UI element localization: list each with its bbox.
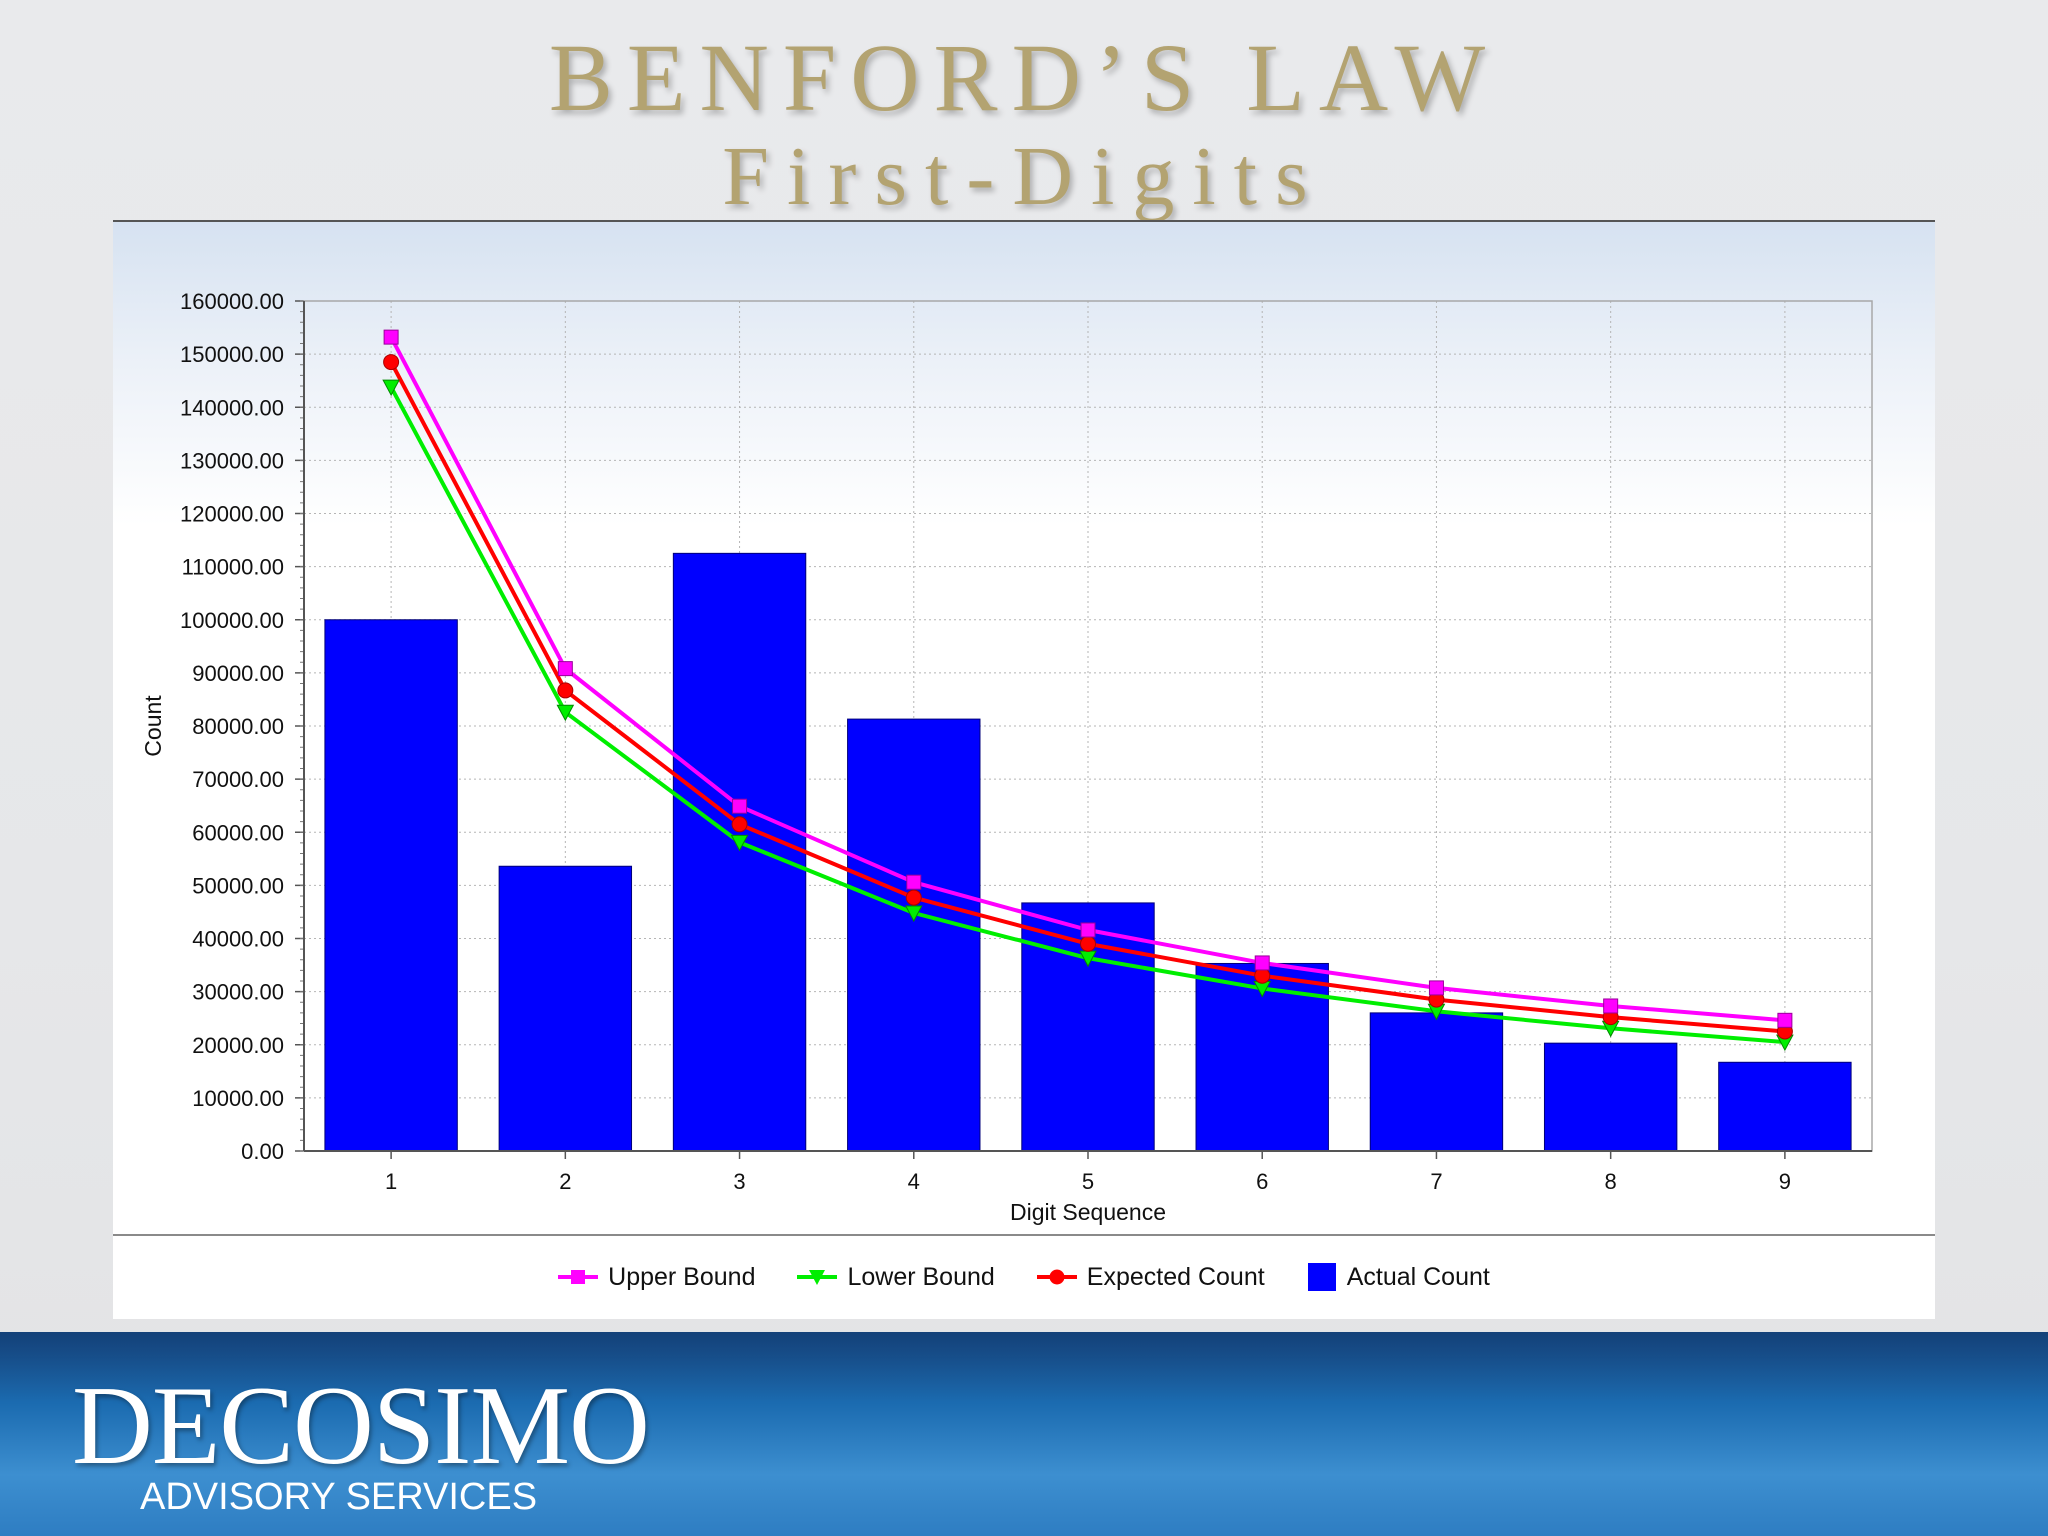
- y-tick-label: 110000.00: [182, 555, 284, 580]
- y-tick-label: 40000.00: [192, 927, 284, 952]
- y-tick-label: 80000.00: [192, 714, 284, 739]
- legend-label: Actual Count: [1346, 1262, 1490, 1291]
- chart-legend: Upper Bound Lower Bound Expected Count Actu…: [113, 1238, 1935, 1316]
- y-tick-label: 100000.00: [180, 608, 284, 633]
- legend-swatch-upper-bound: [558, 1270, 599, 1284]
- chart-panel: 0.00 10000.00 20000.00 30000.00 40000.00 5000…: [113, 220, 1935, 1319]
- y-tick-label: 70000.00: [192, 767, 284, 792]
- upper-bound-marker: [1603, 998, 1619, 1014]
- y-tick-label: 0.00: [241, 1139, 284, 1164]
- upper-bound-marker: [732, 798, 748, 814]
- slide-title: BENFORD’S LAW: [548, 24, 1500, 131]
- lower-bound-marker: [904, 905, 923, 923]
- tick-labels: 0.00 10000.00 20000.00 30000.00 40000.00 5000…: [180, 289, 1791, 1194]
- legend-label: Lower Bound: [847, 1262, 995, 1291]
- legend-item-lower-bound: Lower Bound: [797, 1262, 995, 1292]
- x-tick-label: 8: [1605, 1169, 1617, 1194]
- legend-item-upper-bound: Upper Bound: [558, 1263, 755, 1292]
- y-tick-label: 10000.00: [192, 1086, 284, 1111]
- upper-bound-marker: [1254, 955, 1270, 971]
- y-tick-label: 60000.00: [192, 820, 284, 845]
- lower-bound-marker: [730, 834, 749, 852]
- x-tick-label: 4: [908, 1169, 920, 1194]
- x-tick-label: 2: [559, 1169, 571, 1194]
- lower-bound-marker: [382, 379, 400, 397]
- benford-chart: 0.00 10000.00 20000.00 30000.00 40000.00 5000…: [140, 289, 1873, 1225]
- actual-count-bar: [324, 619, 458, 1152]
- y-tick-label: 120000.00: [180, 502, 284, 527]
- expected-count-marker: [1080, 935, 1096, 952]
- legend-item-expected-count: Expected Count: [1036, 1262, 1265, 1292]
- upper-bound-marker: [1080, 922, 1096, 938]
- y-tick-label: 130000.00: [180, 448, 284, 473]
- y-tick-label: 160000.00: [180, 289, 284, 314]
- legend-swatch-marker: [1049, 1269, 1065, 1285]
- upper-bound-marker: [383, 329, 399, 345]
- actual-count-bar: [1718, 1061, 1852, 1152]
- legend-swatch-box: [1307, 1263, 1336, 1291]
- upper-bound-marker: [1777, 1012, 1793, 1028]
- legend-swatch-marker: [809, 1270, 826, 1285]
- actual-count-bars: [324, 552, 1852, 1152]
- actual-count-bar: [1369, 1012, 1504, 1152]
- lower-bound-marker: [556, 704, 575, 722]
- legend-label: Upper Bound: [608, 1262, 756, 1291]
- brand-tagline: ADVISORY SERVICES: [140, 1476, 538, 1518]
- expected-count-marker: [557, 682, 574, 699]
- legend-swatch-marker: [571, 1270, 586, 1284]
- expected-count-marker: [383, 354, 400, 371]
- upper-bound-marker: [906, 874, 922, 890]
- y-tick-label: 140000.00: [180, 395, 284, 420]
- x-tick-label: 1: [385, 1169, 397, 1194]
- legend-swatch-actual-count: [1307, 1263, 1336, 1291]
- legend-item-actual-count: Actual Count: [1307, 1262, 1490, 1292]
- expected-count-marker: [731, 816, 748, 833]
- y-tick-label: 20000.00: [192, 1033, 284, 1058]
- actual-count-bar: [498, 865, 633, 1152]
- x-tick-label: 6: [1256, 1169, 1268, 1194]
- x-tick-label: 9: [1779, 1169, 1791, 1194]
- y-tick-label: 50000.00: [192, 873, 284, 898]
- y-tick-label: 150000.00: [180, 342, 284, 367]
- y-axis-title: Count: [140, 695, 166, 757]
- expected-count-marker: [905, 889, 922, 906]
- y-tick-label: 90000.00: [192, 661, 284, 686]
- legend-swatch-lower-bound: [797, 1270, 838, 1285]
- legend-label: Expected Count: [1086, 1262, 1265, 1291]
- upper-bound-marker: [557, 661, 573, 677]
- x-tick-label: 7: [1430, 1169, 1442, 1194]
- actual-count-bar: [1543, 1042, 1678, 1152]
- brand-logo: DECOSIMO: [72, 1364, 650, 1488]
- upper-bound-marker: [1428, 980, 1444, 996]
- legend-swatch-expected-count: [1036, 1269, 1077, 1285]
- x-axis-title: Digit Sequence: [1010, 1199, 1166, 1225]
- footer-band: [0, 1332, 2048, 1536]
- actual-count-bar: [672, 552, 807, 1152]
- y-tick-label: 30000.00: [192, 980, 284, 1005]
- axes: [295, 300, 1873, 1159]
- x-tick-label: 3: [733, 1169, 745, 1194]
- slide-subtitle: First-Digits: [722, 130, 1326, 223]
- series-markers: [382, 329, 1794, 1052]
- actual-count-bar: [847, 718, 981, 1152]
- x-tick-label: 5: [1082, 1169, 1094, 1194]
